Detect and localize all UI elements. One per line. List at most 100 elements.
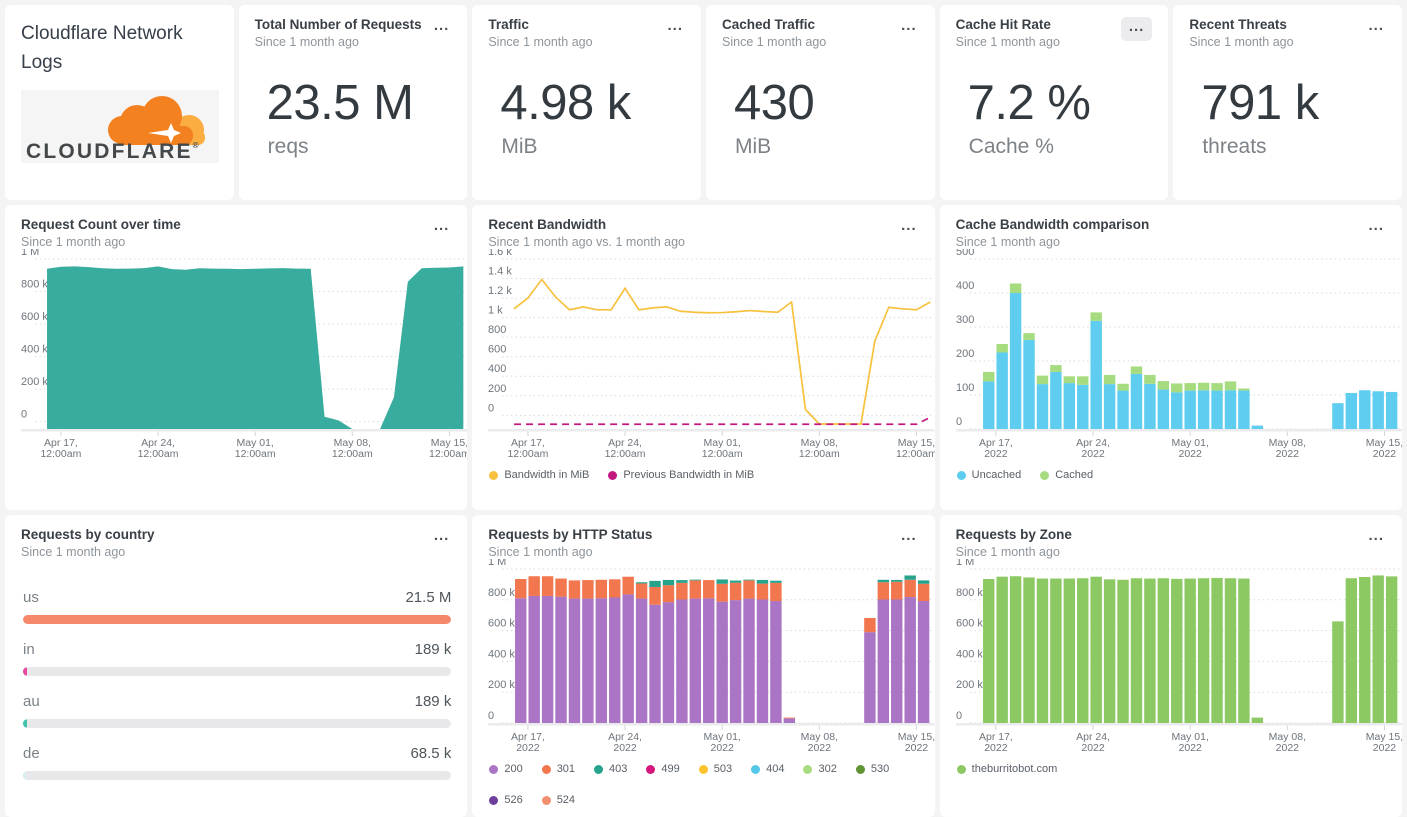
legend-dot-icon [541, 795, 551, 805]
country-label: us [23, 589, 39, 606]
chart-card-bandwidth: Recent Bandwidth Since 1 month ago vs. 1… [472, 205, 935, 510]
stat-subtitle: Since 1 month ago [488, 35, 593, 49]
svg-text:800 k: 800 k [21, 279, 48, 291]
cache-legend: Uncached Cached [956, 469, 1402, 481]
svg-text:0: 0 [21, 409, 27, 421]
svg-text:500: 500 [956, 249, 974, 258]
legend-dot-icon [489, 764, 499, 774]
request-count-area-chart: 1 M 800 k 600 k 400 k 200 k 0 Apr 17, 12:00am Ap… [21, 249, 468, 460]
legend-label: 524 [556, 794, 576, 806]
svg-text:May 15,2022: May 15, 2022 [1365, 437, 1402, 460]
stat-unit: MiB [735, 135, 772, 158]
chart-title: Request Count over time [21, 217, 181, 232]
zone-legend: theburritobot.com [956, 763, 1402, 775]
ellipsis-menu-icon[interactable]: ... [667, 17, 683, 34]
stat-unit: MiB [501, 135, 538, 158]
ellipsis-menu-icon[interactable]: ... [1368, 17, 1384, 34]
stat-subtitle: Since 1 month ago [1189, 35, 1294, 49]
legend-item[interactable]: 404 [751, 763, 784, 775]
legend-item[interactable]: Uncached [956, 469, 1022, 481]
svg-text:200: 200 [488, 383, 506, 395]
svg-text:0: 0 [956, 710, 962, 722]
chart-subtitle: Since 1 month ago [488, 545, 593, 559]
legend-item[interactable]: 301 [541, 763, 576, 775]
legend-label: 404 [766, 763, 785, 775]
legend-dot-icon [855, 764, 865, 774]
legend-label: Bandwidth in MiB [504, 469, 590, 481]
ellipsis-menu-icon[interactable]: ... [433, 17, 450, 34]
legend-label: 530 [870, 763, 890, 775]
svg-text:600 k: 600 k [21, 311, 48, 323]
country-value: 189 k [414, 641, 452, 658]
svg-text:CLOUDFLARE®: CLOUDFLARE® [26, 140, 201, 163]
svg-text:400: 400 [956, 280, 974, 292]
stat-card-cache-hit-rate: Cache Hit Rate Since 1 month ago ... 7.2… [939, 5, 1169, 200]
legend-label: 526 [504, 794, 523, 806]
stat-value: 791 k [1201, 76, 1319, 130]
ellipsis-menu-icon[interactable]: ... [901, 217, 917, 234]
ellipsis-menu-icon[interactable]: ... [433, 527, 450, 544]
svg-text:400 k: 400 k [488, 648, 515, 660]
svg-text:Apr 17,12:00am: Apr 17, 12:00am [508, 437, 549, 460]
legend-item[interactable]: 503 [698, 763, 732, 775]
legend-item[interactable]: Previous Bandwidth in MiB [608, 469, 754, 481]
svg-text:1.6 k: 1.6 k [488, 249, 512, 258]
country-value: 189 k [414, 693, 452, 710]
legend-label: 301 [556, 763, 576, 775]
legend-dot-icon [1040, 470, 1050, 480]
legend-label: Uncached [971, 469, 1022, 481]
legend-label: Previous Bandwidth in MiB [623, 469, 755, 481]
ellipsis-menu-icon[interactable]: ... [1368, 217, 1384, 234]
legend-label: 499 [661, 763, 680, 775]
chart-card-country: Requests by country Since 1 month ago ..… [5, 515, 468, 817]
svg-text:May 08,12:00am: May 08, 12:00am [799, 437, 840, 460]
legend-item[interactable]: theburritobot.com [956, 763, 1057, 775]
chart-card-http-status: Requests by HTTP Status Since 1 month ag… [472, 515, 935, 817]
country-row-au: au 189 k [23, 693, 452, 728]
cache-bandwidth-bar-chart: 500 400 300 200 100 0 Apr 17, 2022 Apr 24, 2022 Ma… [955, 249, 1402, 460]
stat-unit: reqs [267, 135, 309, 158]
stat-value: 7.2 % [967, 76, 1091, 130]
chart-subtitle: Since 1 month ago vs. 1 month ago [488, 235, 685, 249]
ellipsis-menu-icon[interactable]: ... [433, 217, 450, 234]
ellipsis-menu-icon[interactable]: ... [901, 527, 917, 544]
chart-card-request-count: Request Count over time Since 1 month ag… [5, 205, 468, 510]
ellipsis-menu-icon[interactable]: ... [901, 17, 917, 34]
legend-dot-icon [489, 470, 499, 480]
ellipsis-menu-icon[interactable]: ... [1120, 17, 1153, 41]
svg-text:Apr 17,2022: Apr 17, 2022 [979, 731, 1013, 754]
legend-dot-icon [489, 795, 499, 805]
country-bar-track [23, 615, 452, 624]
legend-dot-icon [956, 764, 966, 774]
legend-item[interactable]: 200 [489, 763, 523, 775]
country-value: 68.5 k [410, 745, 452, 762]
stat-subtitle: Since 1 month ago [722, 35, 827, 49]
legend-item[interactable]: 302 [803, 763, 837, 775]
svg-text:May 08,2022: May 08, 2022 [801, 731, 838, 754]
chart-subtitle: Since 1 month ago [955, 545, 1060, 559]
svg-text:400: 400 [488, 363, 506, 375]
legend-item[interactable]: 499 [646, 763, 680, 775]
svg-text:800: 800 [488, 324, 506, 336]
http-status-bar-chart: 1 M 800 k 600 k 400 k 200 k 0 Apr 17, 2022 Apr 2… [488, 559, 935, 754]
svg-text:1.2 k: 1.2 k [488, 285, 512, 297]
stat-subtitle: Since 1 month ago [254, 35, 359, 49]
legend-item[interactable]: Cached [1040, 469, 1093, 481]
ellipsis-menu-icon[interactable]: ... [1368, 527, 1384, 544]
legend-item[interactable]: 524 [541, 794, 576, 806]
svg-text:1 M: 1 M [21, 249, 39, 258]
svg-text:May 15,2022: May 15, 2022 [1365, 731, 1402, 754]
stat-title: Traffic [488, 17, 529, 32]
legend-item[interactable]: 403 [594, 763, 627, 775]
svg-text:1 M: 1 M [956, 559, 974, 568]
legend-item[interactable]: 530 [855, 763, 890, 775]
country-bar-track [23, 771, 452, 780]
svg-text:May 15,12:00am: May 15, 12:00am [896, 437, 934, 460]
svg-text:0: 0 [956, 416, 962, 428]
legend-item[interactable]: 526 [489, 794, 523, 806]
legend-label: 302 [818, 763, 837, 775]
svg-text:Apr 17,2022: Apr 17, 2022 [511, 731, 545, 754]
legend-item[interactable]: Bandwidth in MiB [489, 469, 589, 481]
chart-subtitle: Since 1 month ago [21, 545, 126, 559]
stat-card-traffic: Traffic Since 1 month ago ... 4.98 k MiB [472, 5, 701, 200]
